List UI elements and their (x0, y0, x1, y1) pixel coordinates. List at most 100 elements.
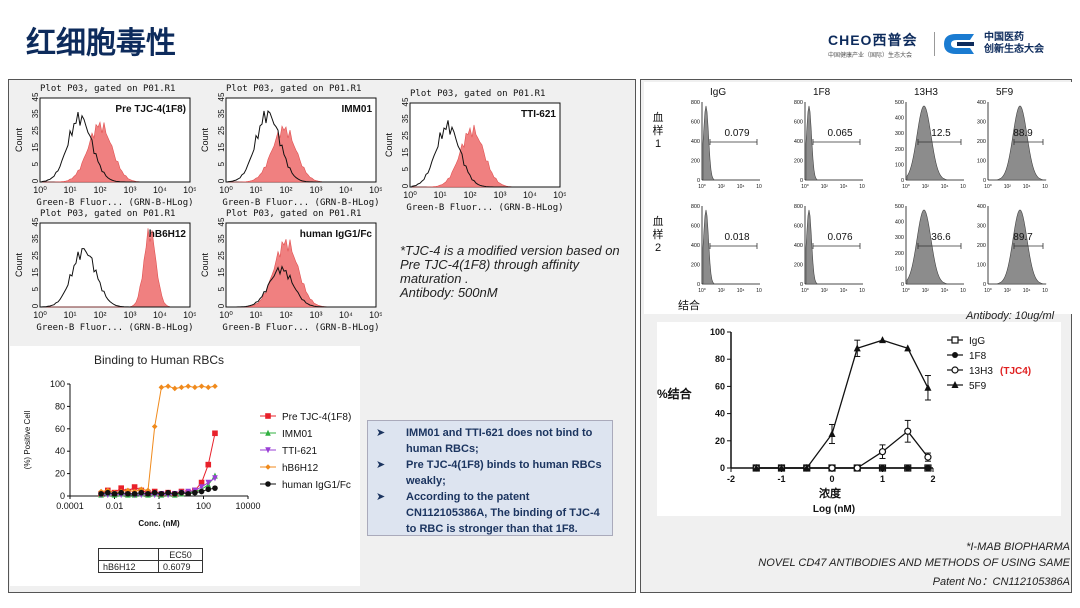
flow-cell-xtick: 10² (1004, 288, 1012, 294)
flow-cell-peak (805, 209, 863, 285)
rbc-ylabel: (%) Positive Cell (23, 410, 32, 469)
flow-cell-xtick: 10⁴ (737, 288, 745, 294)
rbc-binding-chart: Binding to Human RBCs 0 20 40 60 80 100 0.0001 0… (10, 346, 360, 586)
flow-cell: 0 200 400 600 800 10⁰ 10² 10⁴ 10⁶ 0.076 (783, 204, 865, 304)
rbc-point (212, 485, 218, 491)
rbc-point (205, 479, 212, 486)
histogram-xtick: 10⁰ (33, 185, 47, 195)
histogram-sample-peak (42, 228, 188, 308)
histogram-ytick: 25 (401, 131, 410, 140)
histogram-plot-title: Plot P03, gated on P01.R1 (226, 209, 362, 219)
flow-cell-svg: 0 200 400 600 800 10⁰ 10² 10⁴ 10⁶ 0.065 (794, 100, 865, 190)
note-line-4: Antibody: 500nM (400, 285, 498, 300)
flow-cell-ytick: 600 (691, 120, 700, 126)
flow-cell-xtick: 10² (922, 288, 930, 294)
histogram-xtick: 10⁴ (523, 190, 537, 200)
flow-row-label-char: 样 (652, 229, 664, 241)
rbc-ytick: 100 (50, 379, 65, 389)
rbc-ytick: 20 (55, 469, 65, 479)
flow-cell-ytick: 0 (697, 282, 700, 288)
flow-cell-ytick: 200 (895, 251, 904, 257)
conclusion-text: IMM01 and TTI-621 does not bind to human… (406, 427, 593, 455)
bind-ytick: 60 (715, 381, 725, 391)
ec50-row-value: 0.6079 (158, 560, 203, 573)
rbc-ytick: 60 (55, 424, 65, 434)
flow-cell-ytick: 0 (697, 178, 700, 184)
bind-point (879, 465, 886, 471)
histogram-xtick: 10² (93, 310, 106, 320)
bind-point (878, 448, 887, 456)
histogram-plot-title: Plot P03, gated on P01.R1 (410, 89, 546, 99)
rbc-point (165, 383, 171, 390)
histogram-xtick: 10⁵ (369, 310, 382, 320)
flow-cell-xtick: 10⁰ (902, 184, 910, 190)
flow-row-label-char: 2 (654, 242, 662, 254)
bind-xtick: 1 (880, 474, 885, 484)
rbc-point (185, 383, 191, 390)
rbc-point (205, 461, 212, 468)
rbc-legend-marker (265, 429, 271, 436)
flow-cell-ytick: 100 (977, 263, 986, 269)
histogram-xtick: 10³ (493, 190, 506, 200)
note-line-3: maturation . (400, 271, 469, 286)
flow-cell-ytick: 0 (983, 282, 986, 288)
histogram-xlabel: Green-B Fluor... (GRN-B-HLog) (36, 198, 193, 208)
histogram-ytick: 5 (31, 286, 40, 291)
histogram-xtick: 10³ (309, 310, 322, 320)
citation-line-1: *I-MAB BIOPHARMA (966, 541, 1070, 553)
histogram-ytick: 5 (217, 161, 226, 166)
flow-cell-svg: 0 100 200 300 400 500 10⁰ 10² 10⁴ 10⁶ 12.5 (895, 100, 966, 190)
bind-point (803, 464, 811, 471)
histogram-ytick: 5 (31, 161, 40, 166)
rbc-series-line (101, 385, 216, 494)
flow-cell-ytick: 800 (794, 100, 803, 106)
flow-cell-ytick: 200 (794, 263, 803, 269)
flow-column-header: 1F8 (813, 87, 831, 98)
flow-cell-svg: 0 100 200 300 400 10⁰ 10² 10⁴ 10⁶ 89.7 (977, 204, 1048, 294)
histogram-ylabel: Count (14, 253, 24, 278)
histogram-xtick: 10⁵ (183, 185, 196, 195)
histogram-sample-label: Pre TJC-4(1F8) (115, 104, 186, 115)
bind-point (924, 465, 931, 471)
flow-cell-svg: 0 100 200 300 400 500 10⁰ 10² 10⁴ 10⁶ 36.6 (895, 204, 966, 294)
flow-cell-peak (906, 209, 964, 285)
rbc-point (111, 490, 118, 497)
flow-cell-ytick: 0 (800, 178, 803, 184)
flow-cell-peak (805, 105, 863, 181)
flow-cell-xtick: 10⁶ (1042, 288, 1048, 294)
flow-cell-ytick: 200 (895, 147, 904, 153)
histogram-ylabel: Count (384, 133, 394, 158)
rbc-point (145, 487, 151, 494)
flow-cell-ytick: 300 (895, 235, 904, 241)
flow-cell-xtick: 10² (922, 184, 930, 190)
bind-series-line (756, 430, 929, 469)
histogram-svg: 0 5 15 25 35 45 Count 10⁰ 10¹ 10² 10³ 10⁴ 10⁵ Green-B… (200, 217, 382, 333)
rbc-legend-marker (265, 464, 271, 470)
innovation-logo-icon (944, 34, 974, 54)
note-line-1: *TJC-4 is a modified version based on (400, 243, 620, 258)
histogram-xtick: 10⁵ (369, 185, 382, 195)
rbc-xtick: 10000 (235, 501, 260, 511)
histogram-xtick: 10³ (309, 185, 322, 195)
flow-cell-xtick: 10⁰ (984, 184, 992, 190)
rbc-point (145, 490, 151, 497)
flow-column-header: 13H3 (914, 87, 938, 98)
flow-cell-xtick: 10² (718, 288, 726, 294)
histogram-frame (39, 222, 191, 308)
rbc-point (151, 423, 158, 430)
flow-cell-ytick: 200 (691, 263, 700, 269)
rbc-legend-marker (265, 447, 271, 454)
flow-cell: 0 200 400 600 800 10⁰ 10² 10⁴ 10⁶ 0.079 (680, 100, 762, 200)
flow-cell-ytick: 400 (977, 204, 986, 210)
rbc-ytick: 0 (60, 491, 65, 501)
arrow-bullet-icon: ➤ (376, 459, 386, 471)
rbc-chart-title: Binding to Human RBCs (94, 353, 224, 367)
histogram-xlabel: Green-B Fluor... (GRN-B-HLog) (36, 323, 193, 333)
flow-cell-xtick: 10⁶ (1042, 184, 1048, 190)
bind-ytick: 40 (715, 409, 725, 419)
flow-cell-xtick: 10⁴ (840, 184, 848, 190)
flow-cell-svg: 0 200 400 600 800 10⁰ 10² 10⁴ 10⁶ 0.076 (794, 204, 865, 294)
histogram-xtick: 10¹ (249, 310, 262, 320)
rbc-xtick: 100 (196, 501, 211, 511)
histogram-ytick: 45 (217, 217, 226, 226)
